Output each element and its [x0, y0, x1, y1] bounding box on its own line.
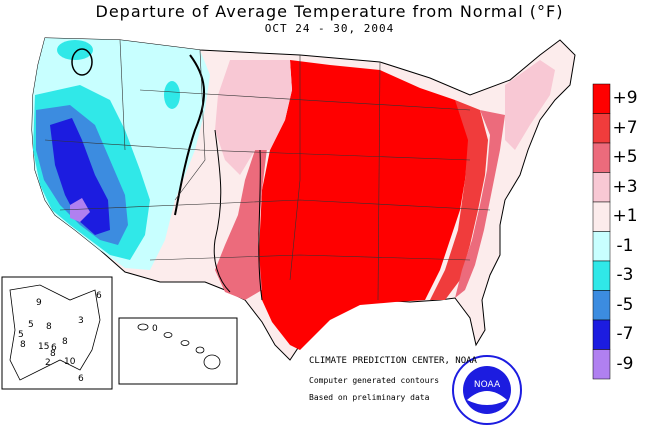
map-title: Departure of Average Temperature from No…	[95, 2, 564, 21]
legend-swatch	[592, 113, 611, 144]
alaska-value-label: 8	[20, 340, 26, 350]
legend-label: -1	[616, 235, 634, 256]
alaska-value-label: 6	[96, 291, 102, 301]
credit-data: Based on preliminary data	[309, 393, 430, 402]
legend-swatch	[592, 83, 611, 114]
hawaii-value-label: 0	[152, 324, 158, 334]
cool-patch	[57, 40, 93, 60]
legend-swatch	[592, 349, 611, 380]
legend-swatch	[592, 290, 611, 321]
legend-label: +7	[612, 117, 638, 138]
alaska-value-label: 10	[64, 357, 76, 367]
map-subtitle: OCT 24 - 30, 2004	[264, 22, 395, 35]
legend-label: +1	[612, 206, 638, 226]
noaa-logo: NOAA	[452, 355, 522, 425]
noaa-logo-text: NOAA	[474, 380, 501, 390]
credit-contours: Computer generated contours	[309, 376, 440, 385]
warm-fringe-plus7	[430, 100, 488, 300]
legend-label: +9	[612, 88, 638, 108]
alaska-value-label: 3	[78, 316, 84, 326]
alaska-value-label: 8	[62, 337, 68, 347]
alaska-value-label: 8	[50, 349, 56, 359]
legend-label: +3	[612, 176, 638, 197]
warm-band-plus5-east	[455, 110, 505, 298]
alaska-value-label: 5	[18, 330, 24, 340]
contour-line	[213, 129, 231, 293]
legend-swatch	[592, 142, 611, 173]
contour-loop	[71, 48, 93, 76]
cool-patch	[164, 81, 180, 109]
cool-west-minus9	[70, 198, 90, 222]
warm-band-plus3	[215, 60, 292, 175]
legend-label: -9	[616, 353, 634, 374]
legend-label: +5	[612, 147, 638, 167]
alaska-value-label: 8	[46, 322, 52, 332]
alaska-value-label: 9	[36, 298, 42, 308]
alaska-value-label: 5	[28, 320, 34, 330]
zero-contour	[174, 54, 206, 216]
legend-swatch	[592, 231, 611, 262]
hawaii-islands	[137, 323, 221, 370]
hawaii-inset-frame	[118, 317, 238, 385]
contour-line	[258, 149, 263, 301]
legend-swatch	[592, 201, 611, 232]
alaska-value-label: 6	[51, 343, 57, 353]
alaska-value-label: 2	[45, 358, 51, 368]
legend-label: -3	[616, 265, 634, 285]
cool-west-minus7	[50, 118, 110, 235]
warm-band-plus5	[215, 140, 268, 300]
alaska-outline	[9, 284, 101, 381]
legend	[592, 83, 611, 380]
warm-band-plus3-northeast	[505, 60, 555, 150]
alaska-inset-frame	[1, 276, 113, 390]
legend-label: -7	[616, 324, 634, 344]
legend-swatch	[592, 319, 611, 350]
legend-label: -5	[616, 294, 634, 315]
state-boundaries	[44, 39, 491, 301]
legend-swatch	[592, 260, 611, 291]
warm-core-plus9	[258, 60, 470, 350]
alaska-value-label: 6	[78, 374, 84, 384]
credit-center: CLIMATE PREDICTION CENTER, NOAA	[309, 356, 477, 366]
alaska-value-label: 15	[38, 342, 49, 352]
legend-swatch	[592, 172, 611, 203]
